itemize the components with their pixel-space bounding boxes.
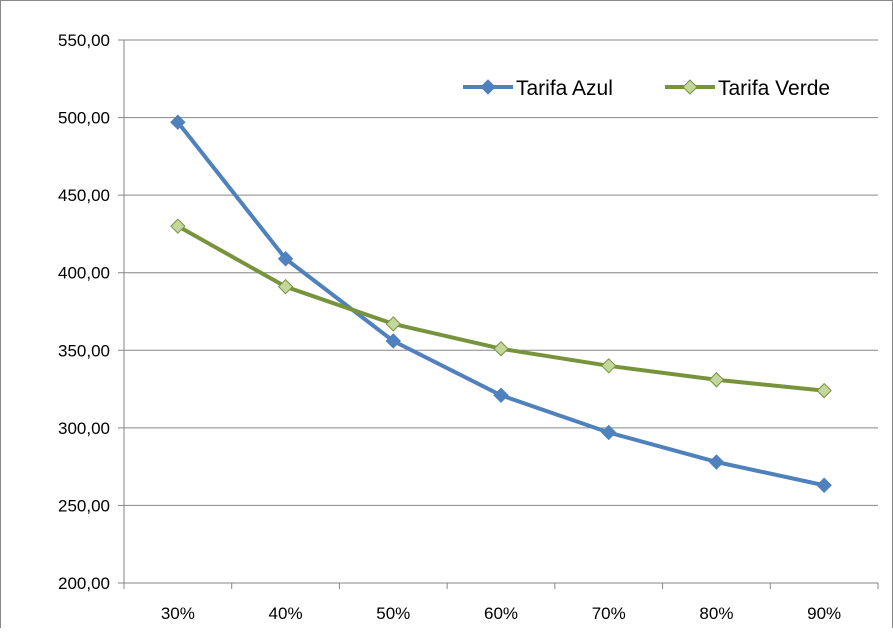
data-point-tarifa-azul (816, 477, 832, 493)
data-point-tarifa-verde (170, 218, 186, 234)
legend: Tarifa Azul Tarifa Verde (463, 77, 830, 100)
x-tick-label: 50% (376, 604, 410, 623)
y-tick-label: 500,00 (58, 109, 110, 128)
y-tick-label: 550,00 (58, 31, 110, 50)
data-point-tarifa-azul (277, 251, 294, 267)
legend-marker-tarifa-azul (480, 79, 496, 95)
axes (118, 39, 879, 589)
data-point-tarifa-azul (385, 333, 401, 349)
y-tick-label: 400,00 (58, 264, 110, 283)
y-axis-tick-labels: 200,00 250,00 300,00 350,00 400,00 450,00 500,… (58, 31, 110, 593)
series-lines (170, 114, 832, 493)
data-point-tarifa-verde (708, 372, 725, 388)
x-tick-label: 40% (269, 604, 303, 623)
y-tick-label: 350,00 (58, 341, 110, 360)
x-axis-tick-labels: 30% 40% 50% 60% 70% 80% 90% (161, 604, 841, 623)
data-point-tarifa-azul (493, 387, 509, 403)
data-point-tarifa-verde (493, 341, 509, 357)
y-tick-label: 300,00 (58, 419, 110, 438)
data-point-tarifa-azul (601, 424, 617, 441)
legend-marker-tarifa-verde (682, 79, 698, 95)
x-tick-label: 70% (592, 604, 626, 623)
data-point-tarifa-verde (601, 358, 617, 374)
x-tick-label: 30% (161, 604, 195, 623)
x-tick-label: 80% (699, 604, 733, 623)
x-tick-label: 90% (807, 604, 841, 623)
data-point-tarifa-verde (385, 316, 401, 332)
legend-label-tarifa-verde: Tarifa Verde (718, 77, 830, 100)
y-tick-label: 200,00 (58, 574, 110, 593)
data-point-tarifa-azul (170, 114, 186, 130)
gridlines (124, 39, 878, 506)
data-point-tarifa-azul (708, 454, 725, 470)
x-tick-label: 60% (484, 604, 518, 623)
data-point-tarifa-verde (277, 278, 294, 295)
legend-label-tarifa-azul: Tarifa Azul (516, 77, 613, 100)
data-point-tarifa-verde (816, 382, 832, 399)
y-tick-label: 450,00 (58, 186, 110, 205)
y-tick-label: 250,00 (58, 496, 110, 515)
